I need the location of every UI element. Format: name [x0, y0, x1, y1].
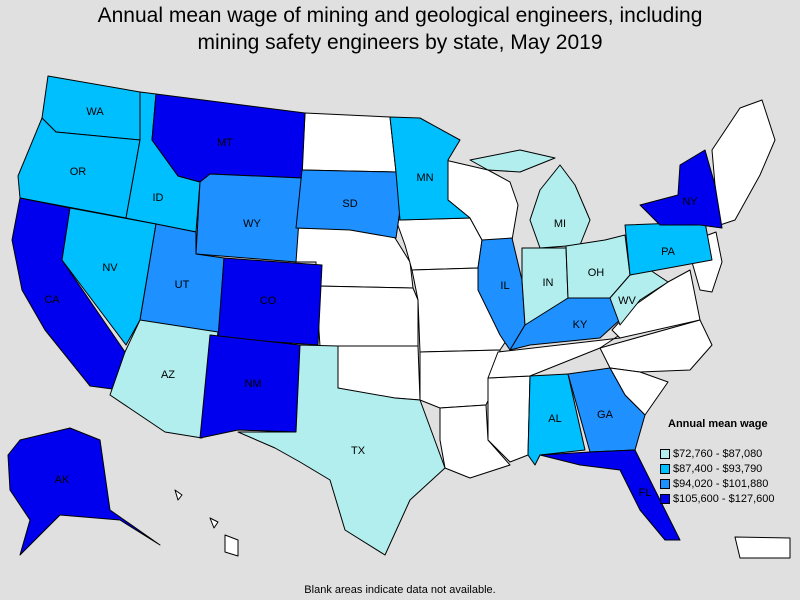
label-fl: FL: [639, 487, 652, 499]
map-title: Annual mean wage of mining and geologica…: [0, 2, 800, 56]
legend-label: $87,400 - $93,790: [673, 462, 763, 475]
label-mn: MN: [416, 172, 433, 184]
legend: Annual mean wage $72,760 - $87,080 $87,4…: [660, 418, 800, 506]
legend-swatch: [660, 448, 670, 459]
state-mi[interactable]: [469, 149, 591, 249]
label-ny: NY: [682, 196, 698, 208]
state-hi[interactable]: [174, 489, 239, 557]
label-pa: PA: [661, 246, 676, 258]
label-wa: WA: [86, 106, 104, 118]
label-tx: TX: [351, 445, 366, 457]
label-il: IL: [500, 280, 509, 292]
label-ak: AK: [55, 474, 70, 486]
state-ks[interactable]: [315, 285, 419, 347]
state-ak[interactable]: [7, 427, 161, 556]
state-nd[interactable]: [301, 112, 397, 173]
label-ga: GA: [597, 409, 614, 421]
label-sd: SD: [342, 198, 357, 210]
title-line-1: Annual mean wage of mining and geologica…: [97, 4, 703, 27]
legend-swatch: [660, 478, 670, 489]
legend-label: $72,760 - $87,080: [673, 447, 763, 460]
label-oh: OH: [588, 267, 605, 279]
label-nm: NM: [244, 378, 261, 390]
label-wy: WY: [243, 218, 261, 230]
us-state-map: WA OR CA ID NV MT WY UT AZ CO NM TX SD M…: [7, 75, 791, 559]
legend-item: $72,760 - $87,080: [660, 446, 800, 461]
state-tx[interactable]: [237, 344, 446, 556]
state-mn[interactable]: [389, 116, 471, 221]
label-al: AL: [548, 413, 561, 425]
label-mt: MT: [217, 137, 233, 149]
label-in: IN: [543, 277, 554, 289]
label-ut: UT: [175, 279, 190, 291]
label-ky: KY: [573, 319, 588, 331]
legend-item: $94,020 - $101,880: [660, 476, 800, 491]
footnote: Blank areas indicate data not available.: [304, 584, 496, 596]
state-ny[interactable]: [639, 149, 723, 229]
label-az: AZ: [161, 369, 175, 381]
state-new-england[interactable]: [711, 99, 776, 226]
state-nv[interactable]: [61, 207, 157, 346]
label-co: CO: [260, 295, 277, 307]
label-mi: MI: [554, 218, 566, 230]
label-wv: WV: [618, 295, 636, 307]
state-pr[interactable]: [734, 536, 791, 559]
legend-title: Annual mean wage: [668, 418, 768, 430]
label-nv: NV: [102, 262, 118, 274]
state-nm[interactable]: [199, 334, 301, 439]
legend-item: $87,400 - $93,790: [660, 461, 800, 476]
state-fl[interactable]: [539, 449, 681, 541]
state-la[interactable]: [439, 404, 511, 479]
legend-label: $94,020 - $101,880: [673, 477, 769, 490]
label-ca: CA: [44, 294, 60, 306]
state-wy[interactable]: [195, 173, 303, 263]
label-id: ID: [153, 192, 164, 204]
label-or: OR: [70, 166, 87, 178]
legend-item: $105,600 - $127,600: [660, 491, 800, 506]
legend-swatch: [660, 493, 670, 504]
legend-swatch: [660, 463, 670, 474]
legend-label: $105,600 - $127,600: [673, 492, 775, 505]
title-line-2: mining safety engineers by state, May 20…: [197, 31, 603, 54]
